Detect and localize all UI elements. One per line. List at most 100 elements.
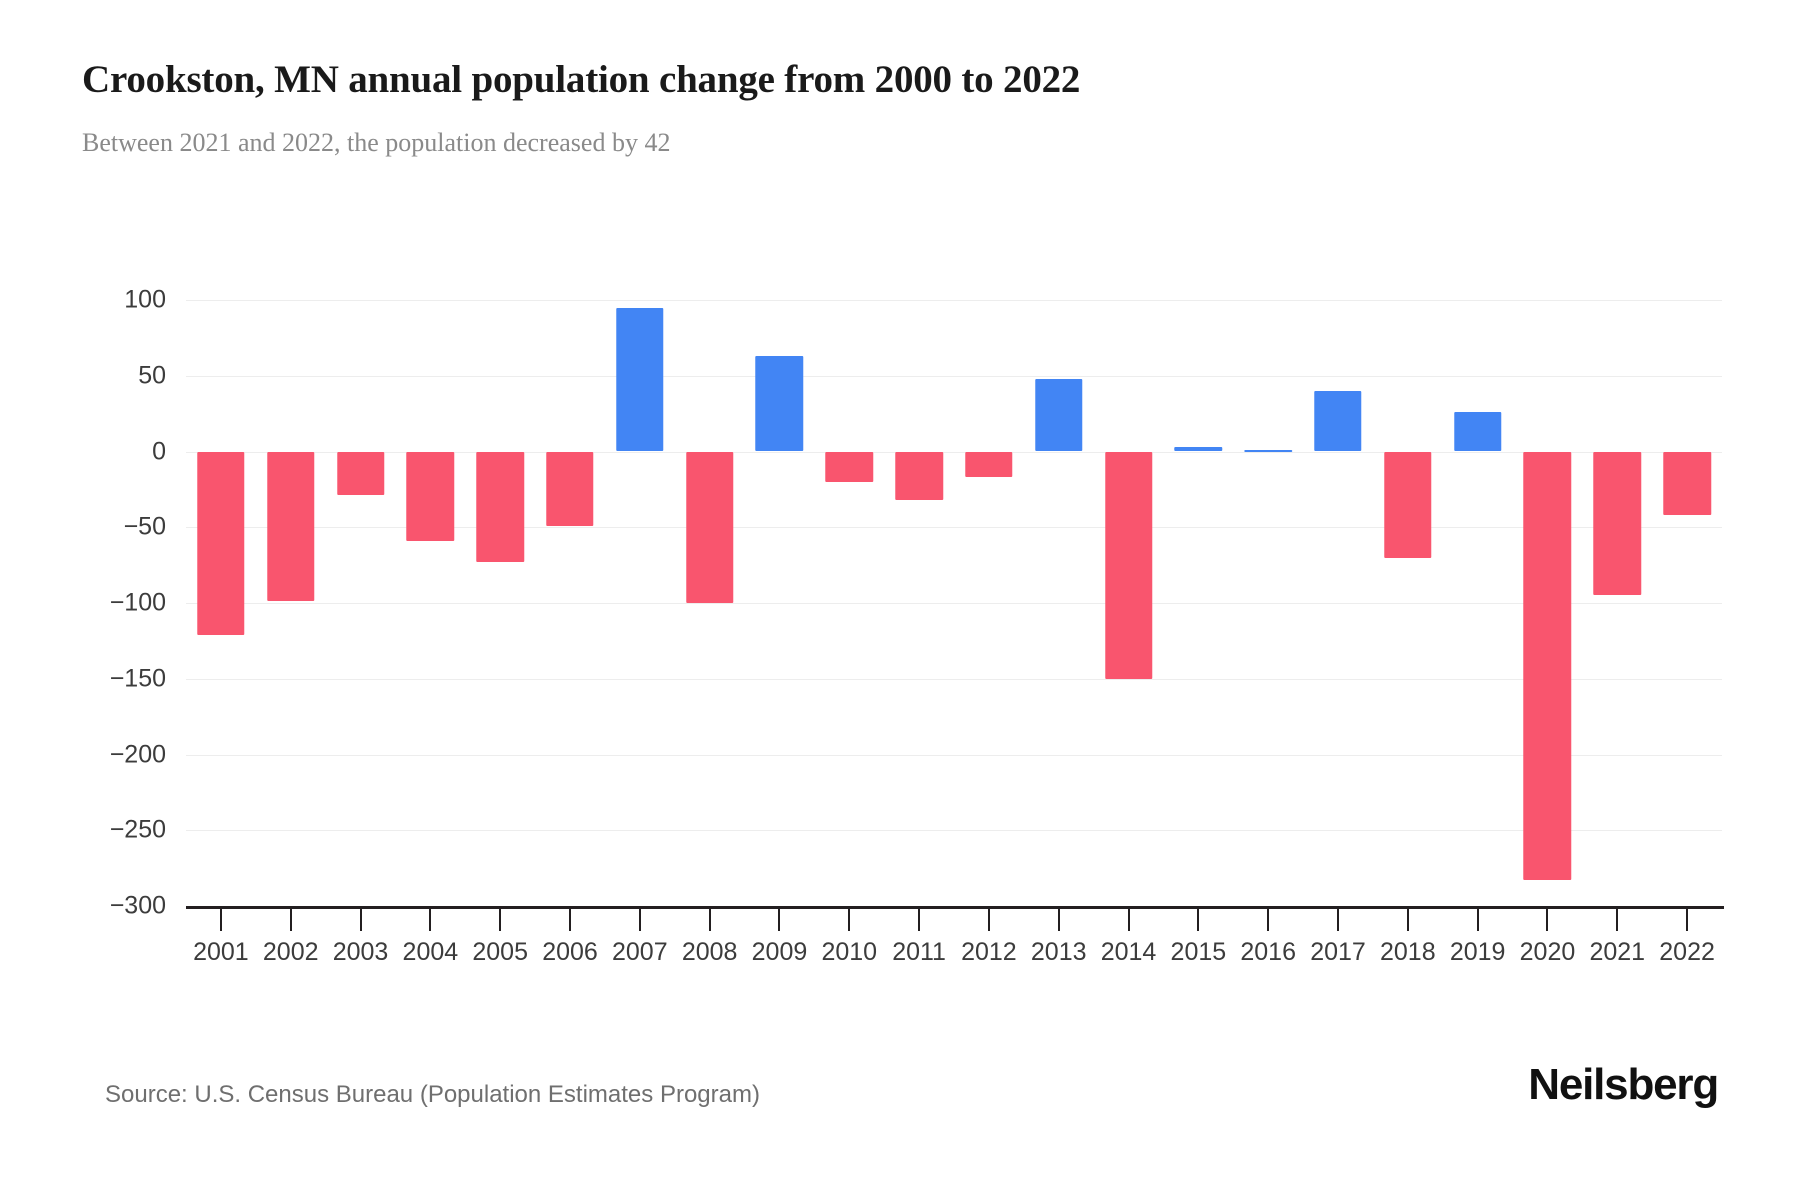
bar[interactable] xyxy=(546,451,594,526)
bar-slot xyxy=(1443,300,1513,906)
x-axis-tick-label: 2020 xyxy=(1519,938,1576,966)
x-axis-tick xyxy=(569,909,571,931)
y-axis-tick-label: −100 xyxy=(109,588,166,617)
x-axis-tick xyxy=(848,909,851,931)
x-axis-tick-label: 2011 xyxy=(892,938,946,966)
brand-logo: Neilsberg xyxy=(1528,1060,1719,1109)
bar-slot xyxy=(1373,300,1443,906)
page-title: Crookston, MN annual population change f… xyxy=(82,58,1081,101)
x-axis-tick xyxy=(1616,909,1619,931)
bar[interactable] xyxy=(476,451,524,563)
page-subtitle: Between 2021 and 2022, the population de… xyxy=(82,128,671,157)
bar[interactable] xyxy=(1523,451,1572,881)
y-axis-tick-label: −250 xyxy=(109,815,166,844)
x-axis-tick-label: 2004 xyxy=(402,938,459,966)
source-note: Source: U.S. Census Bureau (Population E… xyxy=(105,1081,760,1108)
bar[interactable] xyxy=(825,451,873,482)
x-axis-ticks xyxy=(186,909,1722,931)
gridline xyxy=(186,603,1722,604)
bar[interactable] xyxy=(1453,412,1502,452)
y-axis-tick-label: −150 xyxy=(109,664,166,693)
bar-slot xyxy=(465,300,535,906)
gridline xyxy=(186,830,1722,832)
bar[interactable] xyxy=(1174,446,1223,452)
x-axis-tick-label: 2005 xyxy=(472,938,528,966)
x-axis-tick xyxy=(499,909,502,931)
x-axis-tick xyxy=(219,909,222,931)
y-axis-tick-label: 50 xyxy=(138,361,166,390)
bar-slot xyxy=(256,300,326,906)
bar[interactable] xyxy=(895,451,943,500)
x-axis-line xyxy=(186,906,1724,909)
bar[interactable] xyxy=(266,451,315,602)
x-axis-tick-label: 2007 xyxy=(612,938,668,966)
bar-slot xyxy=(605,300,675,906)
x-axis-tick xyxy=(638,909,641,931)
bar-slot xyxy=(1024,300,1094,906)
bar-slot xyxy=(1513,300,1583,906)
y-axis-tick-label: −200 xyxy=(109,740,166,768)
gridline xyxy=(186,678,1722,680)
gridline xyxy=(186,300,1722,301)
bar[interactable] xyxy=(1663,451,1711,516)
bar[interactable] xyxy=(755,356,804,452)
x-axis-tick-label: 2001 xyxy=(193,938,249,966)
x-axis-tick xyxy=(1476,909,1479,931)
x-axis-tick xyxy=(1406,909,1409,931)
x-axis-tick xyxy=(1337,909,1339,931)
x-axis-tick-label: 2016 xyxy=(1240,938,1296,966)
bar[interactable] xyxy=(406,451,455,541)
y-axis-tick-label: −300 xyxy=(109,891,166,920)
x-axis-tick-label: 2002 xyxy=(262,938,319,966)
bar-slot xyxy=(535,300,605,906)
x-axis-labels: 2001 2002 2003 2004 2005 2006 2007 2008 2009 2010… xyxy=(186,938,1722,978)
y-axis-tick-label: −50 xyxy=(123,512,166,541)
bar[interactable] xyxy=(1593,451,1641,596)
y-axis-labels: 100 50 0 −50 −100 −150 −200 −250 −300 xyxy=(0,286,166,920)
x-axis-tick xyxy=(987,909,990,931)
plot-area xyxy=(186,300,1722,907)
x-axis-tick xyxy=(1546,909,1549,931)
bar-series xyxy=(186,300,1722,906)
bar[interactable] xyxy=(1384,451,1432,558)
x-axis-tick xyxy=(918,909,921,931)
gridline xyxy=(186,754,1722,756)
gridline xyxy=(186,527,1722,529)
bar[interactable] xyxy=(685,451,734,603)
bar-slot xyxy=(1163,300,1233,906)
bar-slot xyxy=(954,300,1024,906)
x-axis-tick-label: 2013 xyxy=(1030,938,1087,966)
bar-slot xyxy=(884,300,954,906)
x-axis-tick xyxy=(1267,909,1270,931)
x-axis-tick xyxy=(778,909,781,931)
bar[interactable] xyxy=(197,451,245,635)
bar-slot xyxy=(395,300,465,906)
bar[interactable] xyxy=(965,451,1013,478)
bar-slot xyxy=(326,300,396,906)
bar-slot xyxy=(1303,300,1373,906)
bar-slot xyxy=(814,300,884,906)
bar[interactable] xyxy=(336,451,385,496)
bar[interactable] xyxy=(1314,390,1362,452)
bar-slot xyxy=(186,300,256,906)
x-axis-tick-label: 2009 xyxy=(751,938,808,966)
bar[interactable] xyxy=(1244,449,1292,452)
x-axis-tick-label: 2022 xyxy=(1659,938,1715,966)
bar-slot xyxy=(675,300,745,906)
x-axis-tick-label: 2010 xyxy=(821,938,878,966)
x-axis-tick-label: 2012 xyxy=(961,938,1017,966)
x-axis-tick-label: 2014 xyxy=(1100,938,1157,966)
y-axis-tick-label: 0 xyxy=(152,437,166,465)
bar[interactable] xyxy=(616,307,664,452)
bar[interactable] xyxy=(1034,378,1083,452)
x-axis-tick-label: 2018 xyxy=(1380,938,1436,966)
x-axis-tick-label: 2003 xyxy=(332,938,389,966)
x-axis-tick xyxy=(1127,909,1130,931)
y-axis-tick-label: 100 xyxy=(124,285,166,314)
bar-slot xyxy=(1582,300,1652,906)
bar-slot xyxy=(1094,300,1164,906)
bar[interactable] xyxy=(1104,451,1153,679)
x-axis-tick-label: 2017 xyxy=(1310,938,1366,966)
gridline xyxy=(186,451,1722,453)
